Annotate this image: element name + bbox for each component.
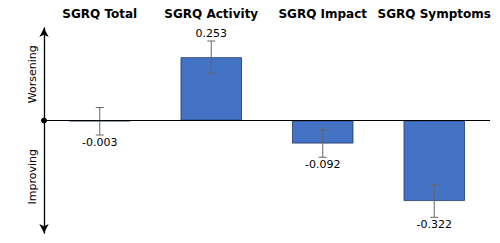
- svg-text:SGRQ Total: SGRQ Total: [62, 7, 137, 21]
- svg-text:Improving: Improving: [26, 149, 39, 204]
- svg-text:-0.322: -0.322: [417, 218, 452, 231]
- svg-text:SGRQ Impact: SGRQ Impact: [278, 7, 367, 21]
- svg-text:Worsening: Worsening: [26, 45, 39, 103]
- svg-text:-0.003: -0.003: [82, 136, 117, 149]
- svg-text:0.253: 0.253: [196, 27, 228, 40]
- svg-text:SGRQ Symptoms: SGRQ Symptoms: [378, 7, 491, 21]
- svg-text:SGRQ Activity: SGRQ Activity: [164, 7, 258, 21]
- svg-text:-0.092: -0.092: [305, 158, 340, 171]
